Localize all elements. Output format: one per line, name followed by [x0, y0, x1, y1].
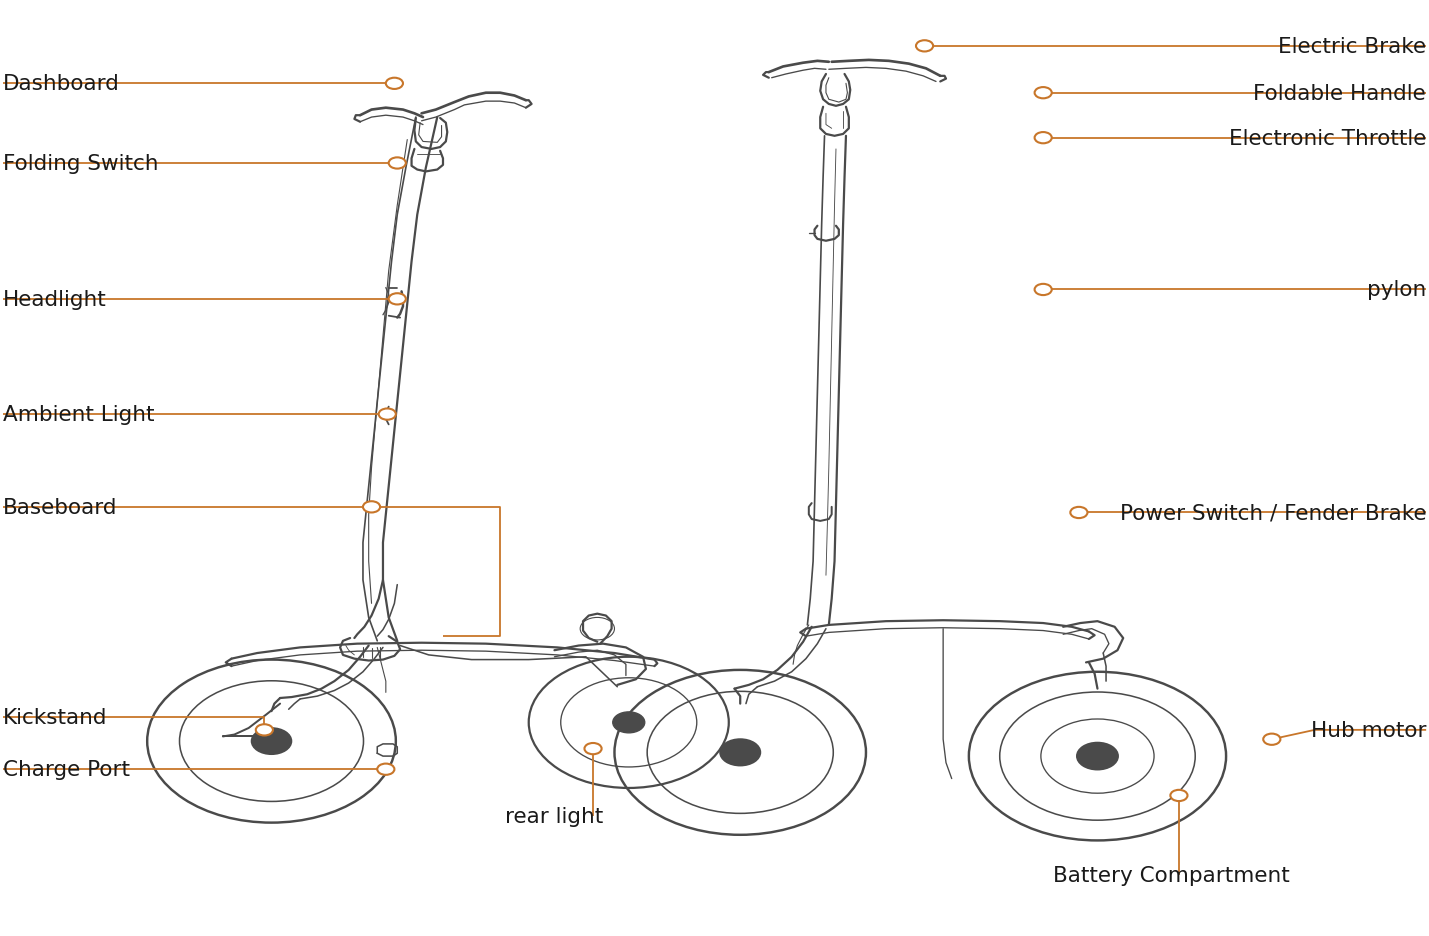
Circle shape	[1077, 743, 1117, 769]
Circle shape	[363, 502, 380, 513]
Circle shape	[1170, 790, 1187, 801]
Text: rear light: rear light	[506, 806, 603, 826]
Text: Power Switch / Fender Brake: Power Switch / Fender Brake	[1119, 503, 1426, 523]
Circle shape	[379, 409, 396, 420]
Circle shape	[389, 294, 406, 305]
Text: Hub motor: Hub motor	[1310, 720, 1426, 740]
Circle shape	[584, 743, 602, 754]
Circle shape	[377, 764, 394, 775]
Text: Electric Brake: Electric Brake	[1278, 37, 1426, 57]
Text: Baseboard: Baseboard	[3, 497, 117, 518]
Circle shape	[1035, 88, 1052, 99]
Circle shape	[916, 41, 933, 52]
Text: Charge Port: Charge Port	[3, 759, 130, 780]
Text: Battery Compartment: Battery Compartment	[1053, 865, 1290, 885]
Text: Electronic Throttle: Electronic Throttle	[1229, 128, 1426, 149]
Circle shape	[1263, 734, 1280, 745]
Text: Kickstand: Kickstand	[3, 707, 107, 727]
Text: pylon: pylon	[1368, 280, 1426, 300]
Circle shape	[389, 158, 406, 169]
Text: Ambient Light: Ambient Light	[3, 404, 154, 425]
Circle shape	[1070, 507, 1087, 519]
Circle shape	[1035, 285, 1052, 296]
Circle shape	[1035, 133, 1052, 144]
Circle shape	[252, 728, 292, 754]
Circle shape	[613, 712, 644, 733]
Circle shape	[386, 79, 403, 90]
Circle shape	[256, 724, 273, 736]
Text: Foldable Handle: Foldable Handle	[1253, 83, 1426, 104]
Text: Headlight: Headlight	[3, 289, 107, 310]
Text: Dashboard: Dashboard	[3, 74, 120, 95]
Circle shape	[720, 739, 760, 766]
Text: Folding Switch: Folding Switch	[3, 154, 159, 174]
